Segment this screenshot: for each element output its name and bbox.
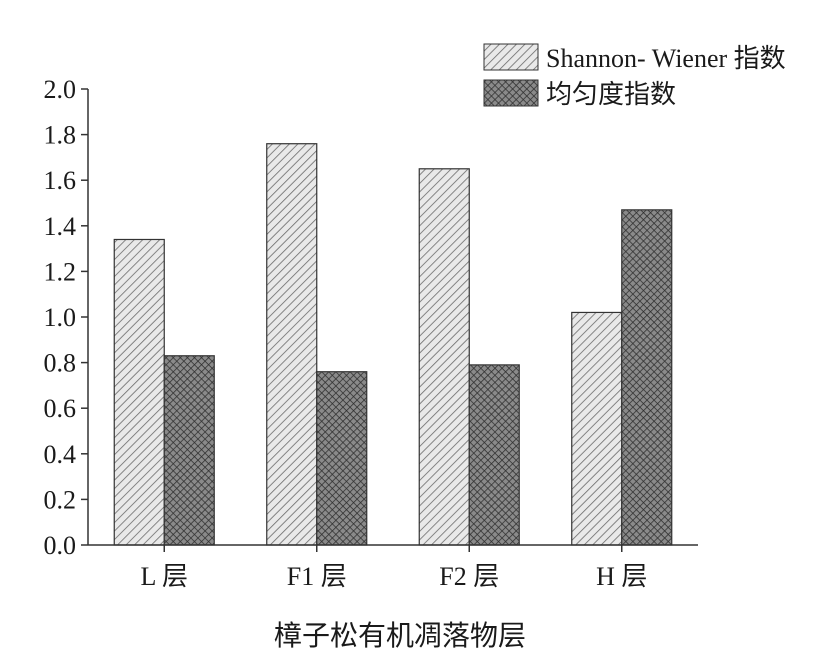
legend-label-shannon-wiener: Shannon- Wiener 指数 bbox=[546, 44, 786, 73]
bar-shannon-wiener bbox=[571, 311, 623, 546]
x-tick-label: H 层 bbox=[596, 562, 647, 591]
x-tick-label: F1 层 bbox=[287, 562, 347, 591]
y-tick-label: 0.0 bbox=[44, 531, 77, 560]
x-axis: L 层 F1 层 F2 层 H 层 bbox=[88, 544, 698, 591]
bars bbox=[113, 143, 673, 546]
x-tick-label: L 层 bbox=[141, 562, 188, 591]
x-tick-label: F2 层 bbox=[439, 562, 499, 591]
legend-label-evenness: 均匀度指数 bbox=[546, 80, 676, 109]
y-tick-label: 0.4 bbox=[44, 440, 77, 469]
bar-evenness bbox=[621, 209, 673, 546]
bar-shannon-wiener bbox=[418, 168, 470, 546]
bar-evenness bbox=[316, 371, 368, 546]
x-axis-title: 樟子松有机凋落物层 bbox=[274, 620, 526, 652]
bar-shannon-wiener bbox=[266, 143, 318, 546]
bar-shannon-wiener bbox=[113, 238, 165, 546]
y-tick-label: 1.8 bbox=[44, 121, 77, 150]
bar-evenness bbox=[163, 355, 215, 546]
y-tick-label: 0.2 bbox=[44, 485, 77, 514]
y-tick-label: 0.6 bbox=[44, 394, 77, 423]
y-tick-label: 1.2 bbox=[44, 257, 77, 286]
y-tick-label: 1.6 bbox=[44, 166, 77, 195]
y-tick-label: 0.8 bbox=[44, 349, 77, 378]
y-axis: 0.0 0.2 0.4 0.6 0.8 1.0 1.2 1.4 1.6 1.8 2.0 bbox=[44, 75, 89, 560]
y-tick-label: 1.4 bbox=[44, 212, 77, 241]
legend: Shannon- Wiener 指数 均匀度指数 bbox=[483, 43, 786, 109]
y-tick-label: 2.0 bbox=[44, 75, 77, 104]
legend-swatch-shannon-wiener bbox=[483, 43, 539, 71]
legend-swatch-evenness bbox=[483, 79, 539, 107]
y-tick-label: 1.0 bbox=[44, 303, 77, 332]
bar-evenness bbox=[468, 364, 520, 546]
